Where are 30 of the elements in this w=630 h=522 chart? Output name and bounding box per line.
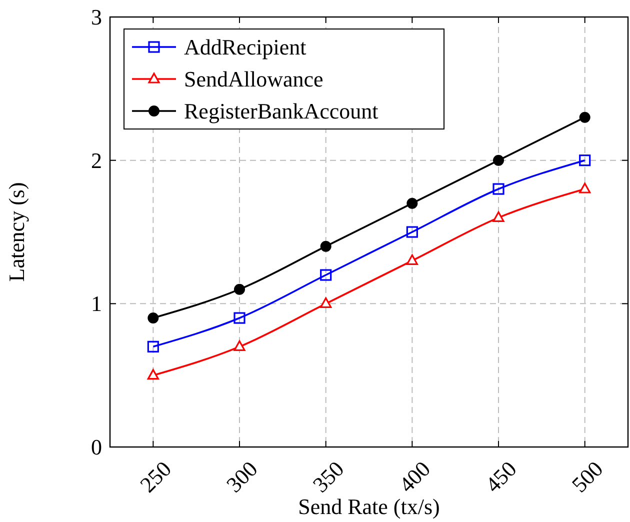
x-tick-label: 500 [566,456,608,498]
point [320,297,332,308]
x-tick-label: 450 [480,456,522,498]
y-tick-label: 0 [91,434,102,460]
point [492,183,504,195]
point [579,154,591,166]
legend-label: RegisterBankAccount [184,98,378,124]
point [579,182,591,194]
x-tick-label: 250 [135,456,176,498]
point [147,340,159,352]
x-tick-label: 300 [221,456,262,498]
point [234,284,245,295]
legend-label: SendAllowance [184,66,324,92]
point [406,254,418,265]
y-axis-title: Latency (s) [4,182,29,282]
y-tick-label: 1 [91,291,102,316]
point [234,340,246,351]
point [579,112,590,123]
point [320,269,332,281]
point [234,312,246,324]
point [492,211,504,222]
y-tick-label: 3 [91,4,102,30]
legend-label: AddRecipient [184,34,306,60]
y-tick-label: 2 [91,148,102,173]
point [148,312,159,324]
point [406,226,418,238]
point [320,240,332,252]
point [147,369,159,380]
point [406,198,418,209]
point [493,154,504,166]
